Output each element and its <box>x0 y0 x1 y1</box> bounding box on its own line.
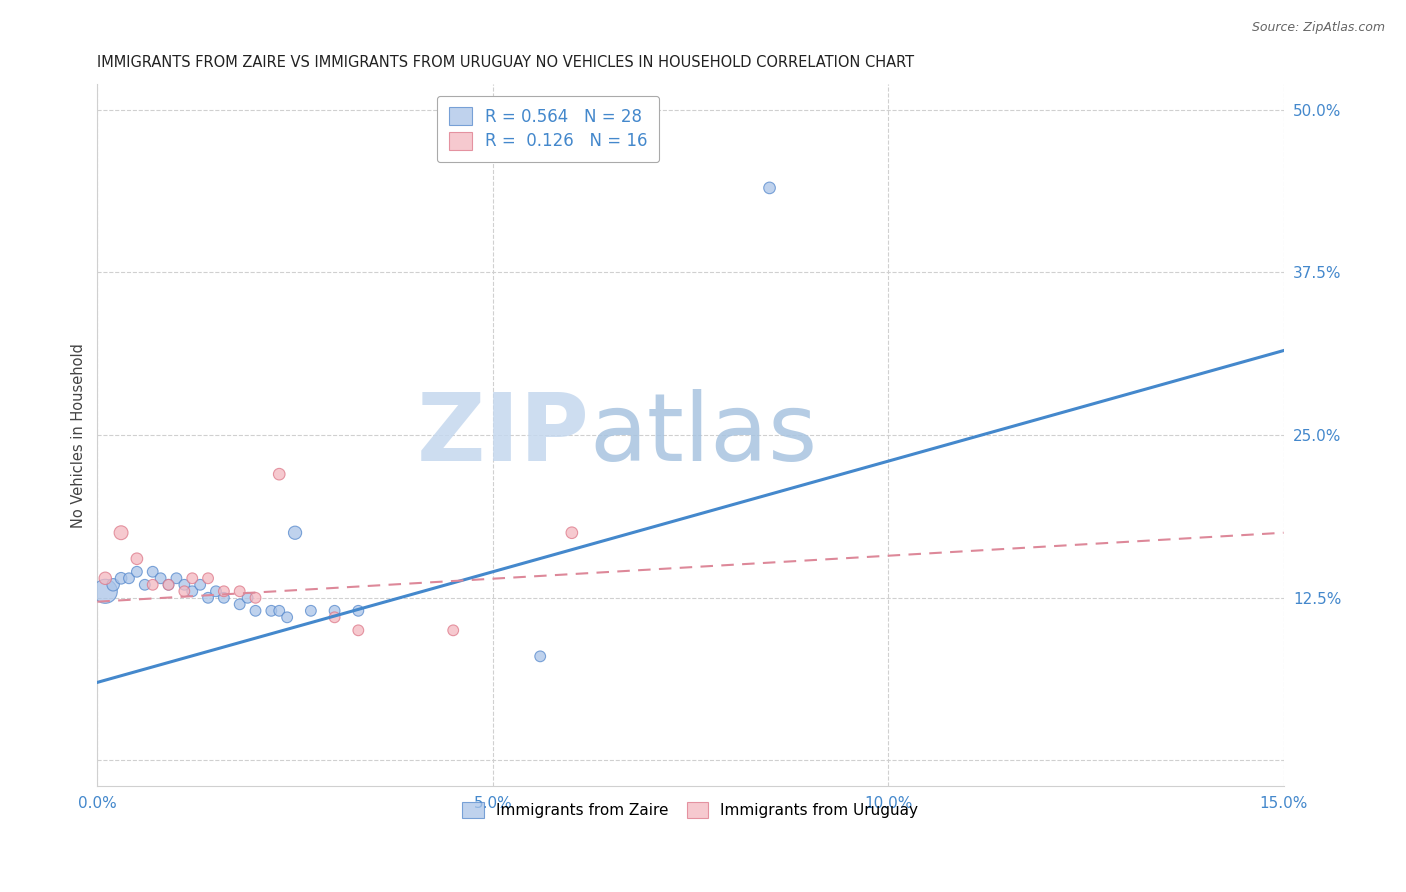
Point <box>212 591 235 605</box>
Point <box>276 610 298 624</box>
Point <box>197 591 219 605</box>
Point <box>245 591 267 605</box>
Point <box>173 578 195 592</box>
Point <box>110 571 132 585</box>
Point <box>228 597 250 611</box>
Point <box>205 584 228 599</box>
Point <box>284 525 307 540</box>
Point <box>212 584 235 599</box>
Point <box>347 604 370 618</box>
Point <box>299 604 322 618</box>
Point <box>125 565 148 579</box>
Point <box>269 467 291 482</box>
Point <box>173 584 195 599</box>
Point <box>245 604 267 618</box>
Point <box>149 571 172 585</box>
Point <box>269 604 291 618</box>
Legend: Immigrants from Zaire, Immigrants from Uruguay: Immigrants from Zaire, Immigrants from U… <box>457 796 925 824</box>
Text: Source: ZipAtlas.com: Source: ZipAtlas.com <box>1251 21 1385 34</box>
Point <box>142 565 165 579</box>
Point <box>529 649 551 664</box>
Point <box>118 571 141 585</box>
Point <box>101 578 124 592</box>
Point <box>94 584 117 599</box>
Point <box>125 551 148 566</box>
Point <box>260 604 283 618</box>
Text: ZIP: ZIP <box>416 389 589 481</box>
Point <box>181 571 204 585</box>
Point <box>142 578 165 592</box>
Text: atlas: atlas <box>589 389 818 481</box>
Point <box>181 584 204 599</box>
Point <box>134 578 156 592</box>
Point <box>197 571 219 585</box>
Point <box>347 624 370 638</box>
Point <box>157 578 180 592</box>
Point <box>165 571 187 585</box>
Point <box>323 610 346 624</box>
Point <box>323 604 346 618</box>
Point <box>110 525 132 540</box>
Point <box>758 181 780 195</box>
Point <box>94 571 117 585</box>
Text: IMMIGRANTS FROM ZAIRE VS IMMIGRANTS FROM URUGUAY NO VEHICLES IN HOUSEHOLD CORREL: IMMIGRANTS FROM ZAIRE VS IMMIGRANTS FROM… <box>97 55 914 70</box>
Point <box>441 624 464 638</box>
Point <box>228 584 250 599</box>
Point <box>561 525 583 540</box>
Point <box>236 591 259 605</box>
Point <box>157 578 180 592</box>
Y-axis label: No Vehicles in Household: No Vehicles in Household <box>72 343 86 527</box>
Point <box>188 578 211 592</box>
